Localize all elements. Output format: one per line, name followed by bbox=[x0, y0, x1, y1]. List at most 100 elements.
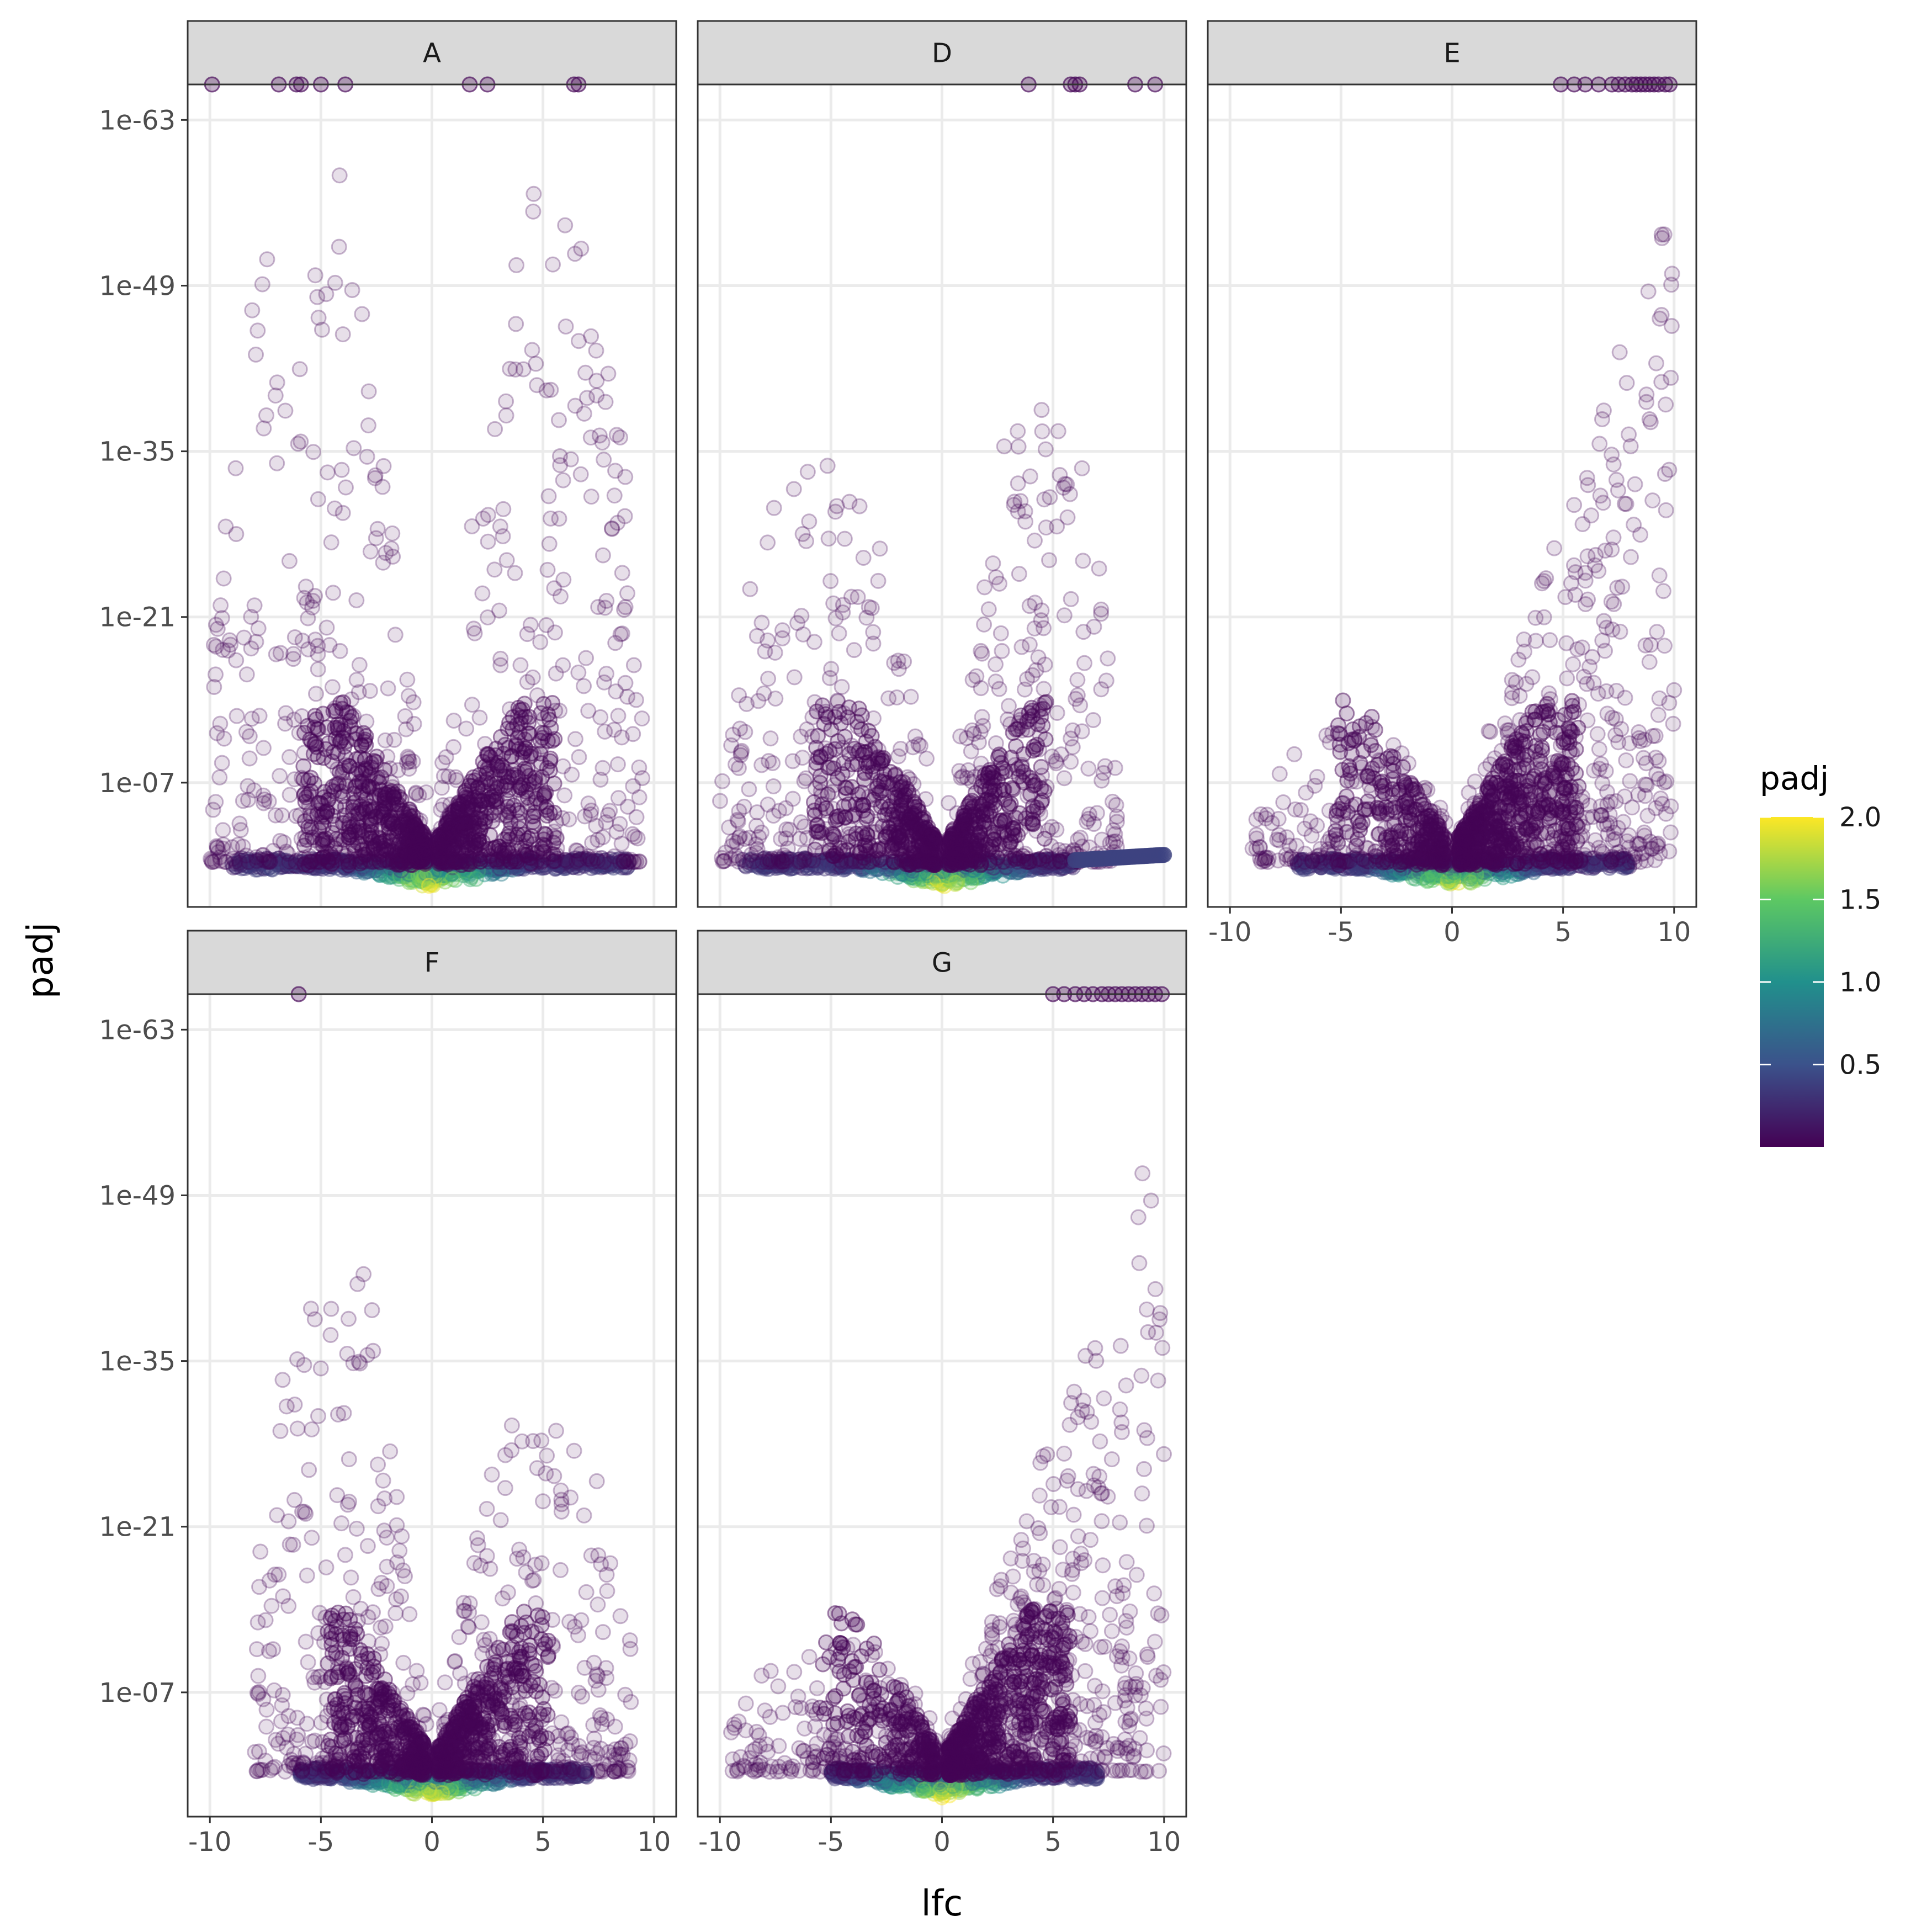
data-point bbox=[417, 843, 433, 860]
data-point bbox=[323, 852, 340, 868]
data-point bbox=[386, 786, 402, 803]
data-point bbox=[281, 749, 298, 766]
data-point bbox=[350, 858, 367, 875]
data-point bbox=[571, 749, 587, 766]
data-point bbox=[522, 853, 538, 870]
data-point bbox=[627, 829, 643, 845]
data-point bbox=[521, 830, 537, 846]
data-point bbox=[563, 853, 580, 869]
data-point bbox=[571, 851, 587, 868]
data-point bbox=[1042, 489, 1058, 506]
data-point bbox=[526, 774, 542, 791]
data-point bbox=[1041, 552, 1058, 569]
data-point bbox=[335, 788, 351, 805]
data-point bbox=[427, 865, 444, 882]
data-point bbox=[820, 530, 837, 547]
data-point bbox=[793, 608, 810, 624]
data-point bbox=[233, 856, 250, 873]
data-point bbox=[753, 614, 770, 631]
data-point bbox=[1061, 486, 1078, 502]
data-point bbox=[444, 871, 461, 888]
data-point bbox=[1025, 708, 1041, 724]
data-point bbox=[612, 626, 629, 643]
data-point bbox=[326, 853, 343, 870]
data-point bbox=[1462, 871, 1478, 887]
data-point bbox=[528, 355, 544, 372]
data-point bbox=[568, 854, 585, 871]
data-point bbox=[422, 862, 439, 878]
data-point bbox=[580, 703, 597, 719]
data-point bbox=[727, 756, 744, 773]
data-point bbox=[1069, 687, 1086, 703]
data-point bbox=[535, 696, 552, 712]
data-point bbox=[846, 642, 862, 659]
data-point bbox=[466, 772, 483, 789]
data-point bbox=[354, 306, 370, 322]
data-point bbox=[1036, 620, 1052, 636]
data-point bbox=[536, 787, 553, 804]
data-point bbox=[613, 835, 630, 852]
data-point bbox=[1056, 770, 1073, 787]
data-point bbox=[406, 856, 422, 873]
data-point bbox=[305, 444, 322, 460]
data-point bbox=[597, 723, 613, 740]
data-point bbox=[526, 185, 542, 202]
data-point bbox=[387, 627, 404, 643]
data-point bbox=[371, 866, 388, 883]
data-point bbox=[227, 460, 244, 476]
data-point bbox=[258, 407, 275, 423]
data-point bbox=[255, 740, 272, 756]
facet-label: A bbox=[423, 38, 441, 69]
data-point bbox=[432, 859, 448, 876]
data-point bbox=[550, 412, 567, 428]
data-point bbox=[973, 643, 989, 659]
data-point bbox=[514, 852, 530, 869]
data-point bbox=[421, 878, 437, 894]
data-point bbox=[296, 785, 313, 802]
data-point bbox=[362, 683, 378, 699]
data-point bbox=[971, 852, 988, 868]
data-point bbox=[991, 681, 1007, 697]
data-point bbox=[458, 786, 474, 803]
data-point bbox=[760, 534, 776, 551]
data-point bbox=[423, 859, 439, 876]
data-point bbox=[1033, 402, 1050, 418]
data-point bbox=[248, 346, 264, 363]
data-point bbox=[1063, 591, 1079, 607]
data-point bbox=[1075, 553, 1091, 569]
data-point bbox=[806, 802, 822, 819]
data-point bbox=[345, 837, 362, 854]
data-point bbox=[1038, 848, 1054, 864]
data-point bbox=[265, 842, 282, 859]
data-point bbox=[434, 755, 451, 771]
data-point bbox=[358, 728, 374, 745]
data-point bbox=[386, 864, 402, 881]
data-point bbox=[296, 856, 313, 873]
data-point bbox=[796, 773, 813, 789]
data-point bbox=[335, 326, 351, 343]
data-point bbox=[596, 674, 613, 691]
data-point bbox=[248, 634, 264, 650]
data-point bbox=[766, 500, 782, 516]
data-point bbox=[480, 533, 496, 550]
data-point bbox=[600, 365, 617, 382]
data-point bbox=[567, 850, 583, 867]
data-point bbox=[332, 734, 348, 750]
data-point bbox=[205, 802, 221, 818]
data-point bbox=[295, 758, 312, 774]
data-point bbox=[466, 856, 483, 872]
data-point bbox=[269, 856, 286, 873]
data-point bbox=[731, 687, 747, 704]
data-point bbox=[399, 671, 416, 688]
data-point bbox=[922, 843, 939, 859]
data-point bbox=[228, 526, 245, 542]
data-point bbox=[325, 703, 342, 719]
data-point bbox=[497, 860, 513, 877]
data-point bbox=[294, 857, 311, 873]
data-point bbox=[282, 787, 298, 803]
data-point bbox=[348, 592, 365, 608]
data-point bbox=[235, 838, 251, 855]
data-point bbox=[870, 572, 887, 589]
data-point bbox=[428, 859, 444, 876]
